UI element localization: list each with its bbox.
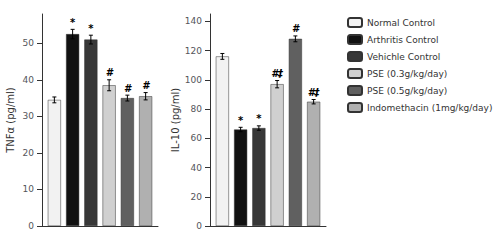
- svg-text:30: 30: [23, 111, 35, 121]
- svg-text:50: 50: [23, 38, 35, 48]
- svg-text:10: 10: [23, 184, 35, 194]
- svg-text:Normal Control: Normal Control: [367, 18, 435, 28]
- svg-text:PSE (0.5g/kg/day): PSE (0.5g/kg/day): [367, 86, 447, 96]
- svg-text:#: #: [106, 67, 114, 78]
- svg-text:#: #: [124, 83, 132, 94]
- svg-text:Arthritis Control: Arthritis Control: [367, 35, 438, 45]
- svg-text:0: 0: [28, 221, 34, 231]
- svg-text:40: 40: [23, 75, 35, 85]
- svg-text:*: *: [88, 23, 94, 34]
- svg-text:100: 100: [185, 75, 202, 85]
- svg-text:*: *: [70, 17, 76, 28]
- svg-text:*: *: [256, 113, 262, 124]
- svg-text:140: 140: [185, 16, 202, 26]
- svg-text:40: 40: [191, 163, 203, 173]
- svg-text:Indomethacin (1mg/kg/day): Indomethacin (1mg/kg/day): [367, 103, 492, 113]
- svg-text:#: #: [142, 80, 150, 91]
- svg-text:#‡: #‡: [271, 68, 284, 79]
- svg-text:60: 60: [191, 133, 203, 143]
- svg-text:20: 20: [191, 192, 203, 202]
- svg-text:IL-10 (pg/ml): IL-10 (pg/ml): [170, 88, 181, 152]
- svg-text:120: 120: [185, 46, 202, 56]
- svg-text:#: #: [292, 23, 300, 34]
- svg-text:TNFα (pg/ml): TNFα (pg/ml): [5, 87, 16, 154]
- svg-text:0: 0: [196, 221, 202, 231]
- svg-text:80: 80: [191, 104, 203, 114]
- svg-text:*: *: [238, 115, 244, 126]
- svg-text:#‡: #‡: [308, 87, 321, 98]
- svg-text:20: 20: [23, 148, 35, 158]
- svg-text:PSE (0.3g/kg/day): PSE (0.3g/kg/day): [367, 69, 447, 79]
- svg-text:Vehichle Control: Vehichle Control: [367, 52, 440, 62]
